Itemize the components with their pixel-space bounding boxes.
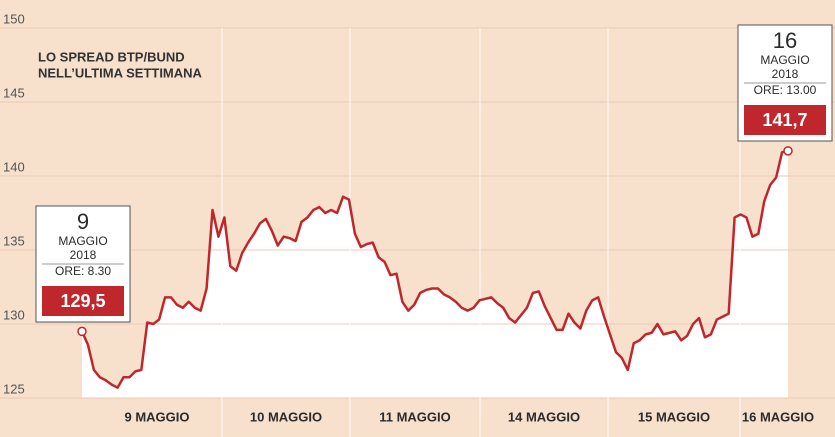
callout-day: 9	[77, 209, 89, 234]
callout-value-box	[744, 105, 826, 135]
y-tick-label: 150	[3, 11, 25, 26]
y-tick-label: 135	[3, 233, 25, 248]
y-tick-label: 140	[3, 159, 25, 174]
x-tick-label: 16 MAGGIO	[742, 409, 814, 424]
x-tick-label: 9 MAGGIO	[124, 409, 189, 424]
y-tick-label: 130	[3, 307, 25, 322]
chart-title: NELL’ULTIMA SETTIMANA	[38, 65, 203, 80]
area	[82, 150, 788, 398]
point-marker	[783, 146, 793, 156]
y-tick-label: 125	[3, 381, 25, 396]
callout-time: ORE: 13.00	[754, 83, 817, 97]
callout-month: MAGGIO	[760, 53, 809, 67]
line	[80, 149, 789, 389]
callout-value-box	[42, 286, 124, 316]
x-tick-label: 14 MAGGIO	[508, 409, 580, 424]
point-marker	[77, 326, 87, 337]
x-tick-label: 15 MAGGIO	[638, 409, 710, 424]
x-tick-label: 11 MAGGIO	[379, 409, 451, 424]
x-tick-label: 10 MAGGIO	[250, 409, 322, 424]
plot: 125 130 135 140 145 150	[0, 11, 835, 437]
chart-title: LO SPREAD BTP/BUND	[38, 49, 185, 64]
callout-value: 129,5	[60, 291, 105, 311]
callout-month: MAGGIO	[58, 234, 107, 248]
y-tick-label: 145	[3, 85, 25, 100]
callout-time: ORE: 8.30	[55, 264, 111, 278]
callout-year: 2018	[772, 67, 799, 81]
callout-year: 2018	[70, 248, 97, 262]
callout-value: 141,7	[762, 110, 807, 130]
callout-day: 16	[773, 28, 797, 53]
